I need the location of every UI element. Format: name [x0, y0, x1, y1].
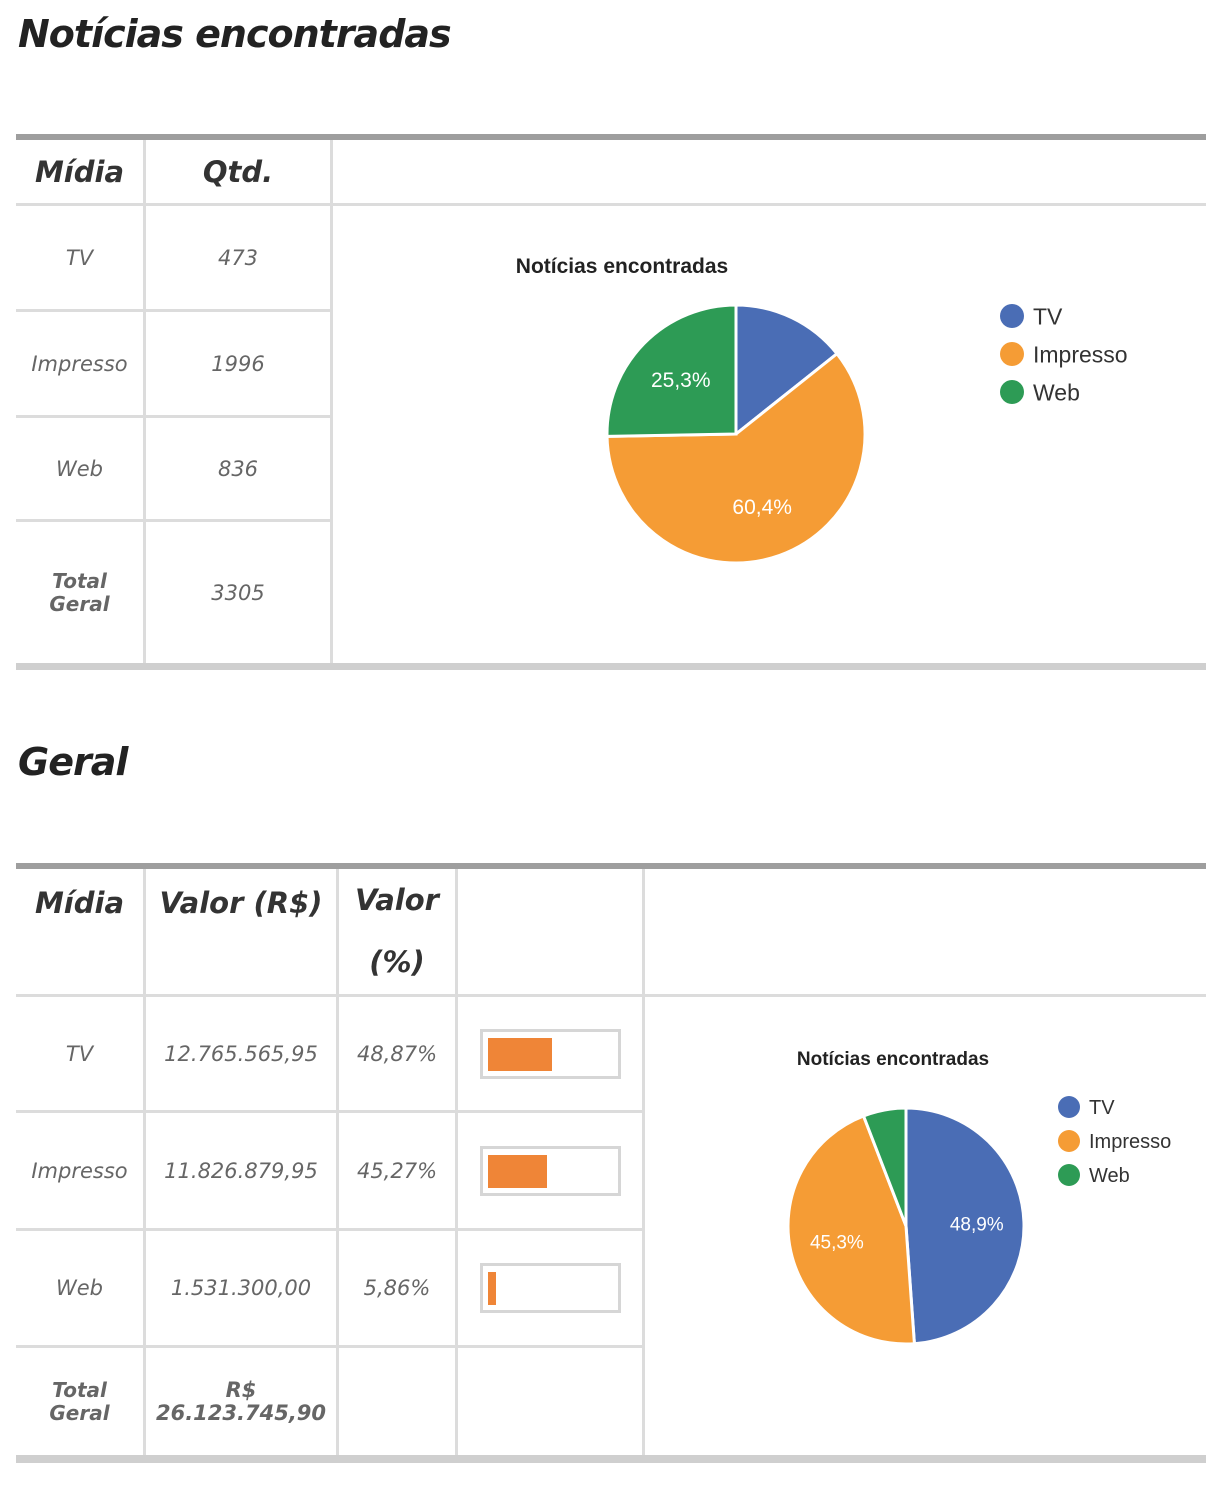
total-label-line1: Total	[52, 568, 107, 593]
pie-chart-1: Notícias encontradas 60,4% 25,3% TV Impresso…	[516, 255, 1128, 565]
chart-title: Notícias encontradas	[516, 255, 728, 278]
section1-title: Notícias encontradas	[18, 12, 452, 56]
table2-row-divider	[16, 1110, 644, 1113]
table2-col-divider	[642, 869, 645, 1456]
table2-cell-pct: 5,86%	[363, 1276, 431, 1300]
table1-cell-qtd: 473	[217, 245, 259, 270]
legend-marker	[1000, 304, 1024, 328]
pie-slice-web	[605, 303, 738, 438]
table2-cell-pct: 45,27%	[356, 1158, 438, 1183]
table1-header-divider	[16, 203, 1206, 206]
table2-row-divider	[16, 1228, 644, 1231]
pie-chart-2: Notícias encontradas 48,9% 45,3% TV Impresso…	[786, 1049, 1171, 1346]
table2-header-pct: Valor (%)	[339, 872, 455, 990]
slice-label: 48,9%	[950, 1214, 1004, 1235]
legend-label: TV	[1089, 1097, 1115, 1119]
data-bar-fill	[488, 1155, 547, 1188]
legend-marker	[1000, 342, 1024, 366]
data-bar-fill	[488, 1272, 496, 1305]
table1-cell-midia: Web	[55, 456, 103, 481]
header-pct-line2: (%)	[369, 945, 425, 979]
pie-slice-tv	[904, 1106, 1026, 1346]
table1-total-qtd: 3305	[211, 580, 265, 605]
pie-slice-web	[861, 1106, 908, 1227]
table2-col-divider	[455, 869, 458, 1456]
legend-marker	[1000, 380, 1024, 404]
table2-total-valor: R$ 26.123.745,90	[146, 1348, 336, 1455]
pie-slice-impresso	[605, 351, 867, 565]
table1-col-divider	[143, 140, 146, 664]
table1-cell-qtd: 836	[217, 456, 259, 481]
slice-label: 45,3%	[810, 1232, 864, 1253]
total-valor-line2: 26.123.745,90	[155, 1400, 327, 1425]
table1-row-divider	[16, 519, 332, 522]
slice-label: 25,3%	[651, 369, 711, 392]
data-bar	[480, 1263, 621, 1313]
table1-top-rule	[16, 134, 1206, 140]
data-bar-fill	[488, 1038, 552, 1071]
legend-marker	[1058, 1096, 1080, 1118]
table1-header-qtd: Qtd.	[202, 154, 274, 189]
table2-row-divider	[16, 1345, 644, 1348]
total-label-line2: Geral	[49, 1400, 110, 1425]
slice-label: 60,4%	[732, 496, 792, 519]
table2-col-divider	[336, 869, 339, 1456]
table1-total-label: Total Geral	[16, 522, 143, 663]
table2-header-midia: Mídia	[34, 886, 125, 920]
table2-cell-midia: Web	[55, 1276, 103, 1300]
table2-bottom-rule	[16, 1455, 1206, 1463]
pie-slice-tv	[734, 303, 840, 438]
total-valor-line1: R$	[225, 1377, 257, 1402]
table2-cell-valor: 12.765.565,95	[164, 1041, 318, 1066]
legend-marker	[1058, 1130, 1080, 1152]
legend-marker	[1058, 1164, 1080, 1186]
table2-col-divider	[143, 869, 146, 1456]
table2-cell-midia: Impresso	[31, 1158, 128, 1183]
pie-slice-impresso	[786, 1113, 917, 1346]
table2-cell-pct: 48,87%	[356, 1041, 438, 1066]
table1-row-divider	[16, 309, 332, 312]
section2-title: Geral	[18, 740, 128, 784]
legend-label: Impresso	[1033, 341, 1128, 367]
data-bar	[480, 1146, 621, 1196]
header-pct-line1: Valor	[355, 883, 439, 917]
table2-cell-midia: TV	[65, 1041, 94, 1066]
table1-bottom-rule	[16, 663, 1206, 670]
table2-header-valor: Valor (R$)	[159, 886, 323, 920]
table2-top-rule	[16, 863, 1206, 869]
chart-title: Notícias encontradas	[797, 1049, 989, 1070]
legend-label: Impresso	[1089, 1131, 1171, 1153]
table1-row-divider	[16, 415, 332, 418]
legend-label: TV	[1033, 303, 1063, 329]
table1-header-midia: Mídia	[34, 154, 125, 189]
table1-cell-midia: TV	[65, 245, 94, 270]
table2-cell-valor: 11.826.879,95	[164, 1158, 318, 1183]
table2-cell-valor: 1.531.300,00	[170, 1276, 312, 1300]
total-label-line1: Total	[52, 1377, 107, 1402]
total-label-line2: Geral	[49, 591, 110, 616]
table2-header-divider	[16, 994, 1206, 997]
table1-col-divider	[330, 140, 333, 664]
legend-label: Web	[1033, 379, 1080, 405]
table1-cell-midia: Impresso	[31, 351, 128, 376]
table2-total-label: Total Geral	[16, 1348, 143, 1455]
legend-label: Web	[1089, 1165, 1130, 1187]
data-bar	[480, 1029, 621, 1079]
table1-cell-qtd: 1996	[211, 351, 265, 376]
